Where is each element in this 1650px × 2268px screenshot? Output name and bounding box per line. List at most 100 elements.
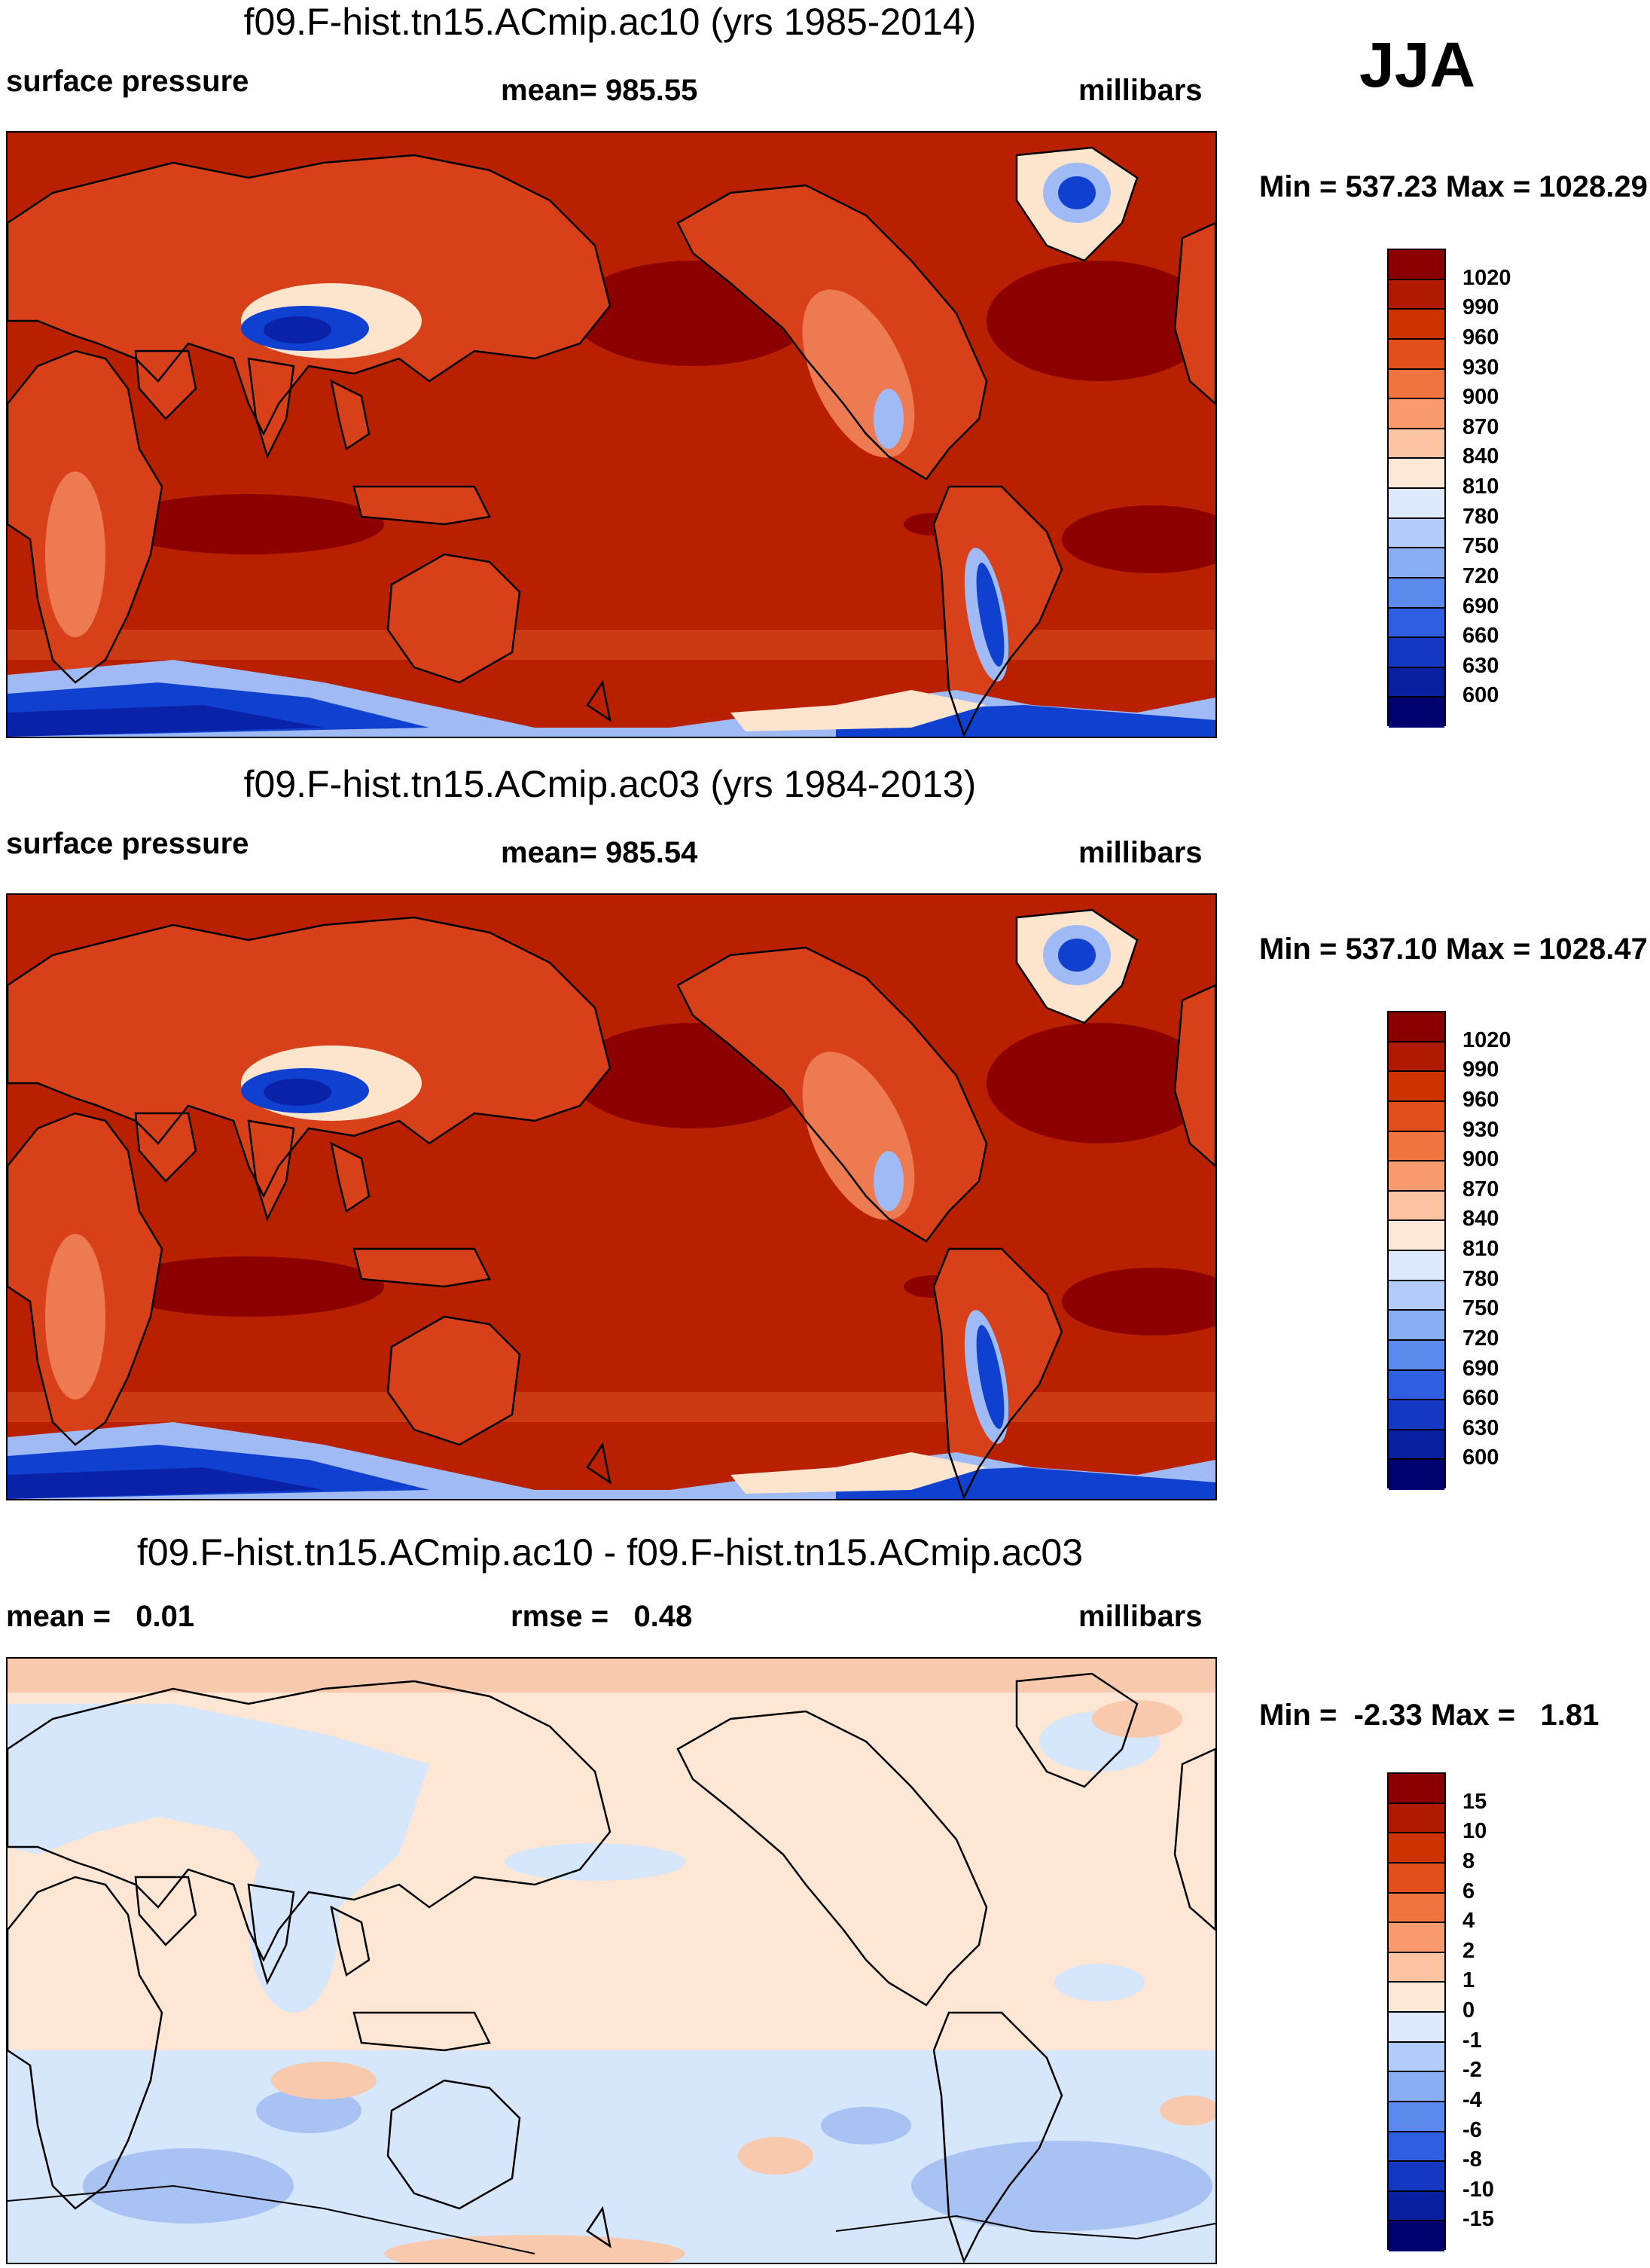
coastline-namerica: [676, 946, 988, 1243]
coastline-nz: [586, 679, 612, 722]
colorbar-swatch: [1389, 2042, 1444, 2073]
map-svg: [8, 895, 1215, 1499]
tibet-plateau-core: [264, 1079, 331, 1106]
colorbar-swatch: [1389, 578, 1444, 609]
colorbar-swatch: [1389, 1101, 1444, 1132]
colorbar-swatch: [1389, 2102, 1444, 2132]
colorbar-label: 900: [1462, 1147, 1499, 1172]
map-svg: [8, 133, 1215, 737]
colorbar-swatch: [1389, 1370, 1444, 1401]
panel-3-map: [6, 1657, 1217, 2264]
coastline-australia: [386, 553, 521, 684]
coastline-europeR: [1173, 984, 1215, 1168]
coastline-nz: [586, 1442, 612, 1485]
colorbar-label: 780: [1462, 1266, 1499, 1291]
colorbar-swatch: [1389, 638, 1444, 668]
south-atlantic-positive: [1160, 2096, 1215, 2126]
land-india: [249, 359, 294, 456]
colorbar-label: 930: [1462, 355, 1499, 380]
land-europeR: [1175, 985, 1215, 1166]
coastline-india: [247, 1883, 295, 1986]
arctic-positive-band: [8, 1659, 1215, 1693]
panel-1-units-label: millibars: [1078, 74, 1203, 107]
colorbar-label: 600: [1462, 1445, 1499, 1470]
colorbar-label: 810: [1462, 1237, 1499, 1261]
panel-2-variable-label: surface pressure: [6, 827, 249, 860]
panel-1-colorbar: 1020 990 960 930 900 870 840 810 780 750 720 690 660…: [1387, 249, 1538, 728]
colorbar-label: 720: [1462, 1326, 1499, 1351]
east-africa-highlands: [45, 472, 105, 637]
colorbar-swatch: [1389, 1340, 1444, 1371]
coastline-samerica: [932, 2011, 1063, 2263]
colorbar-swatch: [1389, 1460, 1444, 1490]
colorbar-label: 6: [1462, 1879, 1475, 1903]
coastline-namerica: [676, 184, 988, 481]
colorbar-swatch: [1389, 1833, 1444, 1864]
coastline-eurasia: [8, 1680, 612, 1962]
east-africa-highlands: [45, 1234, 105, 1400]
coastline-seAsia: [330, 1905, 371, 1977]
coastline-antarctica-b: [835, 2215, 1215, 2240]
east-antarctica-core: [8, 705, 324, 737]
colorbar-swatch: [1389, 548, 1444, 578]
colorbar-label: 690: [1462, 594, 1499, 618]
colorbar-swatch: [1389, 1923, 1444, 1953]
coastline-europeR: [1173, 1748, 1215, 1931]
greenland-ice: [1058, 939, 1096, 972]
panel-1-map: [6, 131, 1217, 738]
rocky-plateau: [874, 1151, 904, 1211]
colorbar-swatch: [1389, 1221, 1444, 1251]
coastline-arabia: [134, 1112, 197, 1183]
colorbar-swatch: [1389, 1983, 1444, 2013]
colorbar-label: 1020: [1462, 1027, 1511, 1052]
colorbar-swatch: [1389, 1863, 1444, 1894]
colorbar-label: 960: [1462, 325, 1499, 350]
colorbar-label: -8: [1462, 2147, 1482, 2172]
colorbar-swatch: [1389, 1012, 1444, 1042]
andes: [976, 563, 1005, 667]
coastline-india: [247, 357, 295, 459]
colorbar-swatch: [1389, 1072, 1444, 1102]
south-indian-high: [113, 494, 384, 554]
coastline-australia: [386, 2079, 521, 2210]
colorbar-swatch: [1389, 459, 1444, 489]
colorbar-swatch: [1389, 339, 1444, 370]
antarctic-negative-2: [911, 2141, 1212, 2231]
colorbar-label: -15: [1462, 2207, 1494, 2232]
colorbar-label: 630: [1462, 653, 1499, 678]
panel-1-mean-label: mean= 985.55: [501, 74, 698, 107]
panel-1-minmax: Min = 537.23 Max = 1028.29: [1259, 170, 1648, 203]
colorbar-label: -4: [1462, 2087, 1482, 2112]
panel-2-units-label: millibars: [1078, 836, 1203, 869]
colorbar-swatch: [1389, 667, 1444, 698]
coastline-europeR: [1173, 221, 1215, 405]
colorbar-swatch: [1389, 1400, 1444, 1430]
colorbar-swatch: [1389, 2221, 1444, 2251]
land-seAsia: [331, 1143, 369, 1211]
colorbar-label: 840: [1462, 444, 1499, 469]
colorbar-label: 960: [1462, 1087, 1499, 1112]
colorbar-label: 15: [1462, 1789, 1487, 1814]
colorbar-swatch: [1389, 489, 1444, 519]
panel-3-title: f09.F-hist.tn15.ACmip.ac10 - f09.F-hist.…: [136, 1531, 1084, 1574]
colorbar-label: 990: [1462, 295, 1499, 320]
greenland-positive: [1092, 1700, 1182, 1738]
south-indian-high: [113, 1256, 384, 1317]
colorbar-label: 10: [1462, 1819, 1487, 1844]
colorbar-label: 600: [1462, 683, 1499, 708]
coastline-samerica: [932, 1247, 1063, 1499]
coastline-africa: [8, 350, 163, 684]
south-atlantic-high: [1062, 1268, 1215, 1335]
colorbar-label: 0: [1462, 1998, 1475, 2022]
colorbar-label: -6: [1462, 2117, 1482, 2142]
coastline-nz: [586, 2205, 612, 2248]
colorbar-swatch: [1389, 697, 1444, 728]
panel-3-mean-label: mean = 0.01: [6, 1600, 195, 1633]
colorbar-label: 780: [1462, 504, 1499, 529]
land-australia: [388, 1317, 520, 1445]
colorbar-label: -10: [1462, 2177, 1494, 2202]
coastline-indonesia: [352, 1247, 491, 1288]
coastline-arabia: [134, 350, 197, 420]
colorbar-label: 750: [1462, 534, 1499, 559]
antarctic-peninsula-zone: [730, 690, 987, 731]
